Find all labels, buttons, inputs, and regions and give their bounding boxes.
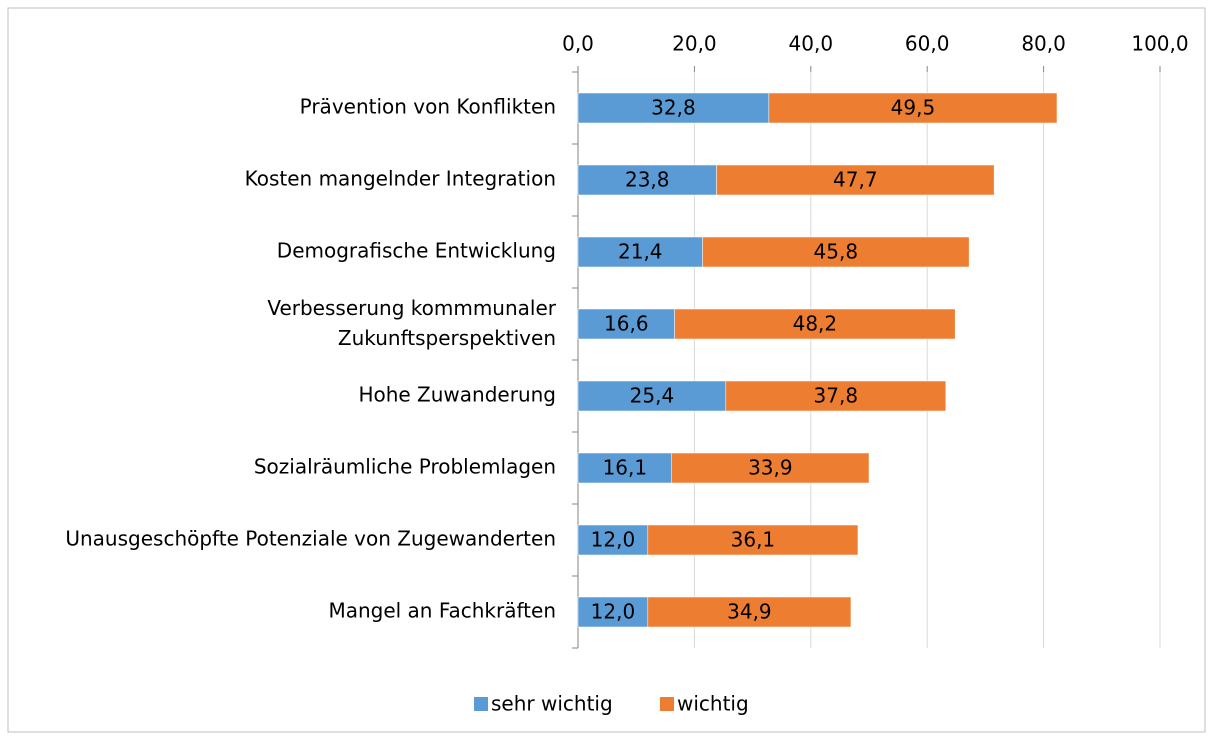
bar bbox=[577, 524, 649, 556]
bar bbox=[577, 596, 649, 628]
bar bbox=[577, 236, 703, 268]
bar bbox=[674, 308, 956, 340]
data-label: 36,1 bbox=[731, 528, 776, 552]
x-tick-label: 20,0 bbox=[672, 32, 717, 56]
y-tick-label: Demografische Entwicklung bbox=[277, 239, 556, 263]
data-label: 49,5 bbox=[891, 96, 936, 120]
y-tick-label: Kosten mangelnder Integration bbox=[245, 167, 556, 191]
y-tick-label: Sozialräumliche Problemlagen bbox=[254, 455, 556, 479]
bar bbox=[647, 524, 859, 556]
data-label: 16,6 bbox=[604, 312, 649, 336]
bar bbox=[577, 164, 717, 196]
x-tick-label: 80,0 bbox=[1021, 32, 1066, 56]
y-tick-label: Hohe Zuwanderung bbox=[358, 383, 556, 407]
x-tick-label: 100,0 bbox=[1131, 32, 1188, 56]
bar bbox=[577, 452, 672, 484]
data-label: 37,8 bbox=[814, 384, 859, 408]
data-label: 32,8 bbox=[651, 96, 696, 120]
y-tick-label: Prävention von Konflikten bbox=[300, 95, 556, 119]
legend-swatch bbox=[660, 697, 674, 711]
data-label: 25,4 bbox=[630, 384, 675, 408]
y-tick-label: Mangel an Fachkräften bbox=[328, 599, 556, 623]
data-label: 23,8 bbox=[625, 168, 670, 192]
x-tick-label: 0,0 bbox=[562, 32, 594, 56]
data-label: 34,9 bbox=[727, 600, 772, 624]
data-label: 48,2 bbox=[793, 312, 838, 336]
bar bbox=[768, 92, 1058, 124]
bar bbox=[702, 236, 970, 268]
bar bbox=[671, 452, 870, 484]
data-label: 12,0 bbox=[591, 528, 636, 552]
y-tick-label: Unausgeschöpfte Potenziale von Zugewande… bbox=[65, 527, 556, 551]
bar bbox=[716, 164, 995, 196]
data-label: 16,1 bbox=[603, 456, 648, 480]
data-label: 12,0 bbox=[591, 600, 636, 624]
bar bbox=[647, 596, 852, 628]
data-label: 33,9 bbox=[748, 456, 793, 480]
bar bbox=[577, 92, 770, 124]
legend-label: wichtig bbox=[677, 692, 749, 716]
y-tick-label: Verbesserung kommmunaler Zukunftsperspekt… bbox=[267, 296, 556, 350]
bar bbox=[577, 380, 727, 412]
bar bbox=[577, 308, 675, 340]
legend-label: sehr wichtig bbox=[491, 692, 613, 716]
bar bbox=[725, 380, 947, 412]
data-label: 21,4 bbox=[618, 240, 663, 264]
data-label: 45,8 bbox=[814, 240, 859, 264]
legend-swatch bbox=[474, 697, 488, 711]
data-label: 47,7 bbox=[833, 168, 878, 192]
x-tick-label: 60,0 bbox=[905, 32, 950, 56]
x-tick-label: 40,0 bbox=[789, 32, 834, 56]
